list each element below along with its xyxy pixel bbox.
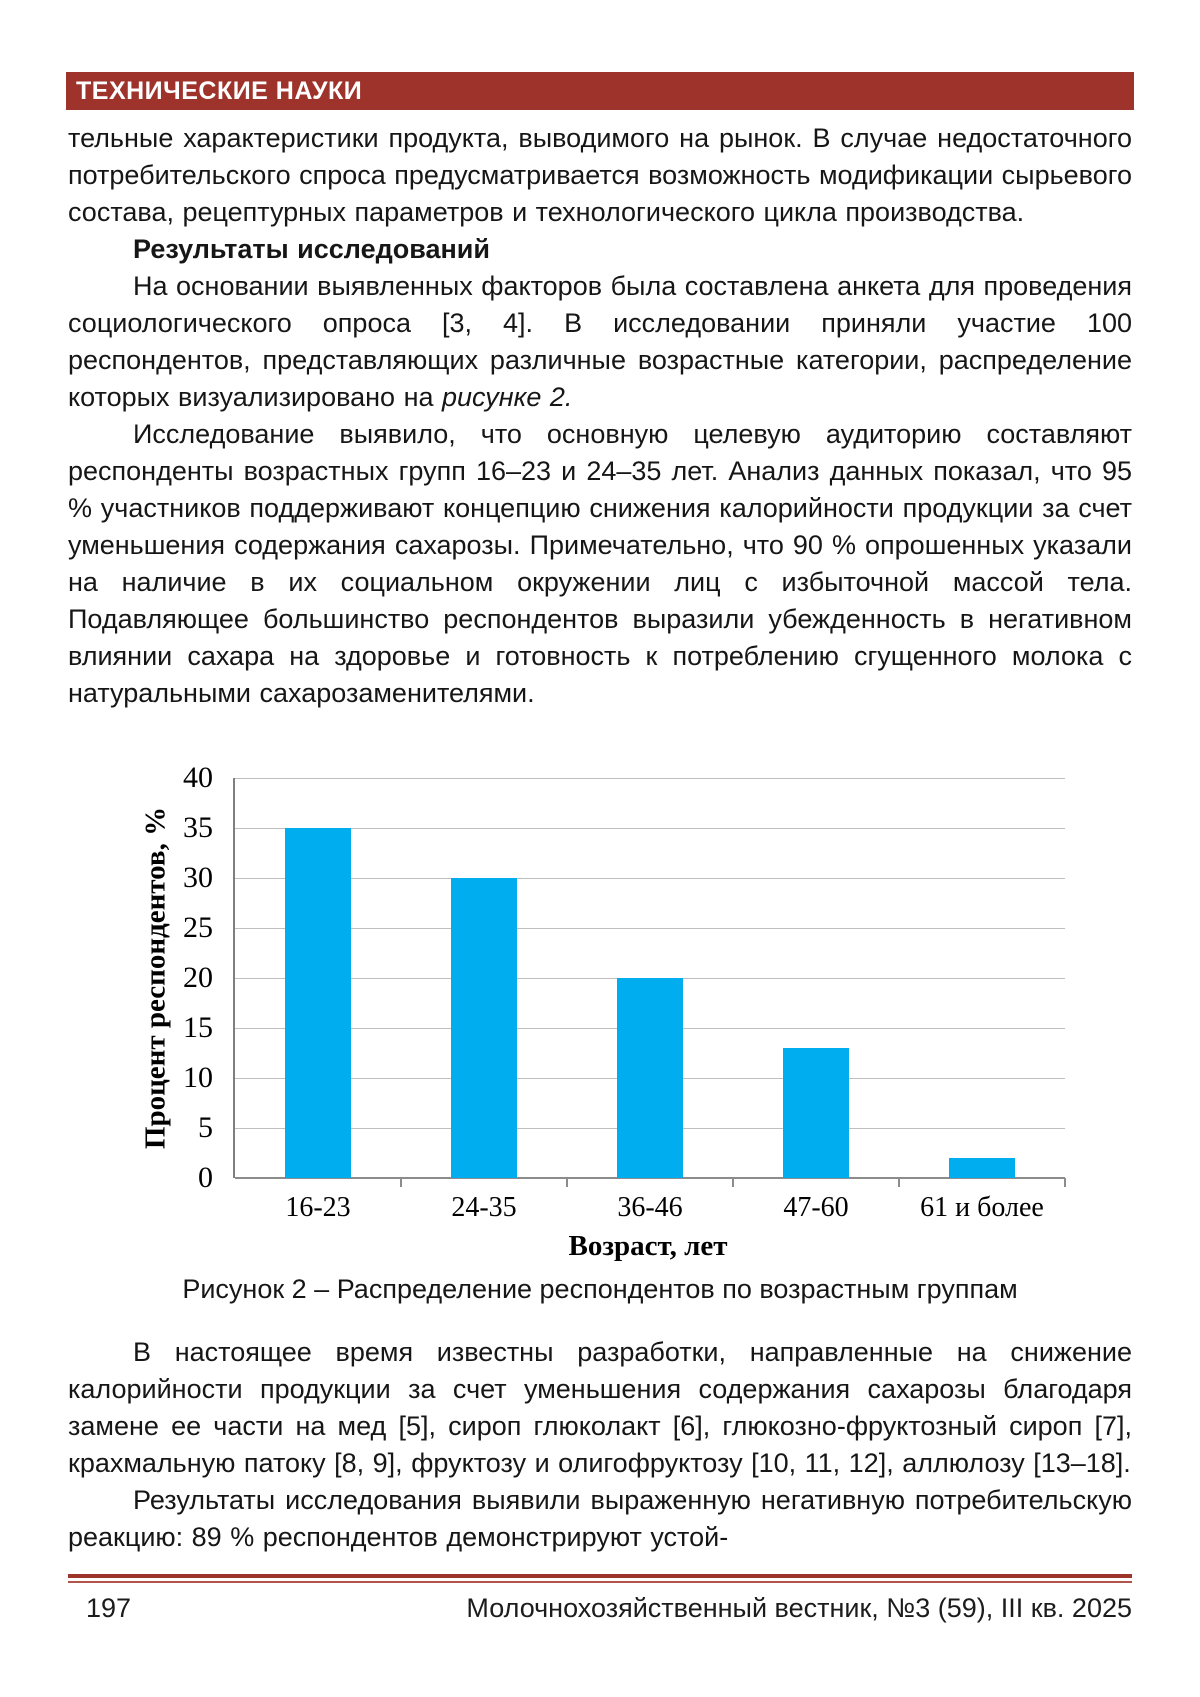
figure-2: Процент респондентов, % 40 35 30 25 20 15 10 5 0… [68,712,1132,1305]
y-tick-label: 40 [183,761,213,794]
chart-bar [949,1158,1015,1178]
x-tick-label: 36-46 [617,1192,683,1223]
section-heading: Результаты исследований [133,234,490,264]
page-footer: 197 Молочнохозяйственный вестник, №3 (59… [68,1574,1132,1624]
y-tick-label: 0 [198,1161,213,1194]
paragraph: На основании выявленных факторов была со… [68,271,1132,412]
chart-bar [783,1048,849,1178]
x-tick-label: 61 и более [920,1192,1044,1223]
y-tick-label: 5 [198,1111,213,1144]
x-tick-label: 47-60 [783,1192,849,1223]
journal-title: Молочнохозяйственный вестник, №3 (59), I… [466,1593,1132,1623]
footer-rule-gap [68,1578,1132,1581]
y-tick-label: 20 [183,961,213,994]
paragraph: Исследование выявило, что основную целев… [68,419,1132,708]
footer-rule-bottom [68,1581,1132,1583]
x-tick-mark [400,1178,402,1187]
page-number: 197 [86,1593,132,1623]
x-tick-mark [898,1178,900,1187]
section-title: ТЕХНИЧЕСКИЕ НАУКИ [76,76,363,105]
chart-bar [285,828,351,1178]
gridline [235,928,1065,929]
y-tick-label: 15 [183,1011,213,1044]
figure-caption: Рисунок 2 – Распределение респондентов п… [182,1274,1018,1304]
section-header-bar: ТЕХНИЧЕСКИЕ НАУКИ [66,72,1134,110]
x-tick-mark [1064,1178,1066,1187]
x-tick-mark [566,1178,568,1187]
x-tick-label: 16-23 [285,1192,351,1223]
x-tick-label: 24-35 [451,1192,517,1223]
y-tick-label: 30 [183,861,213,894]
gridline [235,778,1065,779]
article-text-top: тельные характеристики продукта, выводим… [68,120,1132,712]
paragraph: В настоящее время известны разработки, н… [68,1337,1132,1478]
y-tick-label: 25 [183,911,213,944]
paragraph: тельные характеристики продукта, выводим… [68,123,1132,227]
paragraph: Результаты исследования выявили выраженн… [68,1485,1132,1552]
gridline [235,828,1065,829]
footer-text-row: 197 Молочнохозяйственный вестник, №3 (59… [68,1593,1132,1624]
chart-bar [617,978,683,1178]
x-tick-mark [732,1178,734,1187]
gridline [235,878,1065,879]
article-text-bottom: В настоящее время известны разработки, н… [68,1334,1132,1556]
figure-reference: рисунке 2. [442,382,573,412]
y-tick-label: 35 [183,811,213,844]
x-axis-title: Возраст, лет [568,1230,728,1262]
y-tick-label: 10 [183,1061,213,1094]
chart-bar [451,878,517,1178]
chart-plot-area: 40 35 30 25 20 15 10 5 0 16-23 24-35 36-46 47-60 61 и… [183,761,1066,1223]
x-axis-line [235,1177,1065,1179]
footer-rule-top [68,1574,1132,1578]
age-distribution-bar-chart: Процент респондентов, % 40 35 30 25 20 15 10 5 0… [68,712,1132,1270]
